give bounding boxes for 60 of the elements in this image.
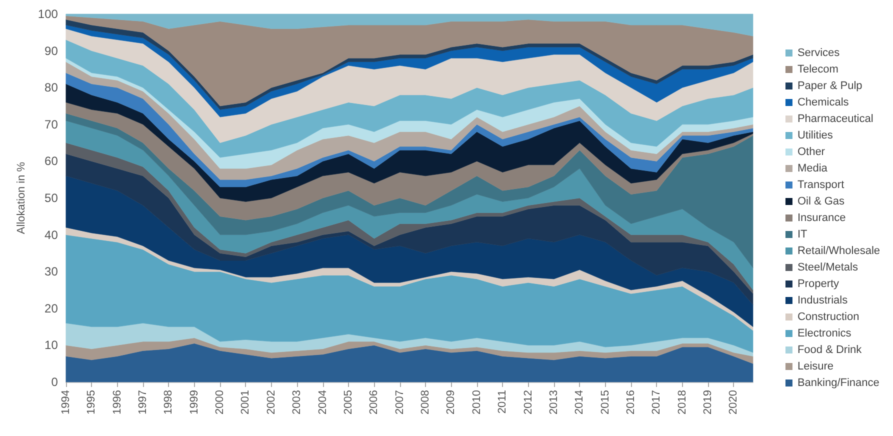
- x-tick-label: 2014: [574, 390, 586, 414]
- x-tick-label: 2001: [240, 390, 252, 414]
- y-tick-label: 60: [44, 154, 58, 168]
- legend-label: Retail/Wholesale: [797, 245, 880, 257]
- legend-label: IT: [797, 228, 808, 240]
- legend-label: Chemicals: [797, 96, 850, 108]
- x-tick-label: 2005: [342, 390, 354, 414]
- legend-label: Industrials: [797, 294, 848, 306]
- x-tick-label: 2013: [548, 390, 560, 414]
- x-tick-label: 2017: [650, 390, 663, 414]
- x-tick-label: 2007: [394, 390, 406, 414]
- legend-label: Property: [797, 278, 840, 290]
- x-tick-label: 2000: [214, 390, 226, 414]
- legend-label: Utilities: [797, 130, 834, 142]
- y-tick-label: 20: [44, 301, 58, 316]
- y-tick-label: 10: [44, 338, 58, 352]
- legend-label: Insurance: [797, 212, 846, 224]
- x-tick-label: 2015: [599, 390, 612, 414]
- y-tick-label: 0: [51, 375, 58, 389]
- legend-label: Telecom: [797, 64, 838, 76]
- x-tick-label: 2018: [676, 390, 688, 414]
- x-tick-label: 2011: [496, 390, 509, 414]
- y-tick-label: 40: [44, 228, 58, 242]
- x-tick-label: 2009: [445, 390, 458, 414]
- x-tick-label: 1995: [86, 390, 98, 414]
- legend-label: Services: [797, 47, 840, 59]
- legend-label: Electronics: [797, 328, 852, 340]
- legend-label: Banking/Finance: [797, 377, 880, 389]
- legend-label: Leisure: [797, 360, 834, 372]
- y-tick-label: 30: [44, 264, 58, 279]
- x-tick-label: 2008: [420, 390, 432, 414]
- x-tick-label: 2020: [728, 390, 740, 414]
- legend-label: Steel/Metals: [797, 262, 858, 274]
- legend-label: Oil & Gas: [797, 196, 846, 208]
- y-axis-title: Allokation in %: [16, 162, 28, 234]
- x-tick-label: 1994: [60, 390, 72, 414]
- x-tick-label: 1997: [136, 390, 149, 414]
- y-tick-label: 50: [44, 191, 58, 205]
- x-tick-label: 2010: [470, 390, 483, 414]
- legend-label: Transport: [797, 179, 844, 191]
- legend-label: Food & Drink: [797, 344, 862, 356]
- x-tick-label: 2016: [624, 390, 637, 414]
- y-tick-label: 70: [44, 117, 58, 132]
- x-tick-label: 2006: [368, 390, 380, 414]
- x-tick-label: 1999: [188, 390, 200, 414]
- x-tick-label: 2019: [702, 390, 714, 414]
- x-tick-label: 1996: [111, 390, 124, 414]
- y-tick-label: 80: [44, 80, 58, 95]
- legend-label: Construction: [797, 311, 860, 323]
- legend-label: Media: [797, 162, 828, 174]
- y-tick-label: 90: [44, 44, 58, 58]
- x-tick-label: 2004: [316, 390, 329, 414]
- legend-label: Paper & Pulp: [797, 80, 862, 92]
- x-tick-label: 2002: [265, 390, 278, 414]
- x-tick-label: 2003: [291, 390, 304, 414]
- x-tick-label: 2012: [522, 390, 534, 414]
- y-tick-label: 100: [38, 7, 58, 21]
- legend-label: Other: [797, 146, 826, 158]
- legend-label: Pharmaceutical: [797, 113, 874, 125]
- x-tick-label: 1998: [162, 390, 175, 414]
